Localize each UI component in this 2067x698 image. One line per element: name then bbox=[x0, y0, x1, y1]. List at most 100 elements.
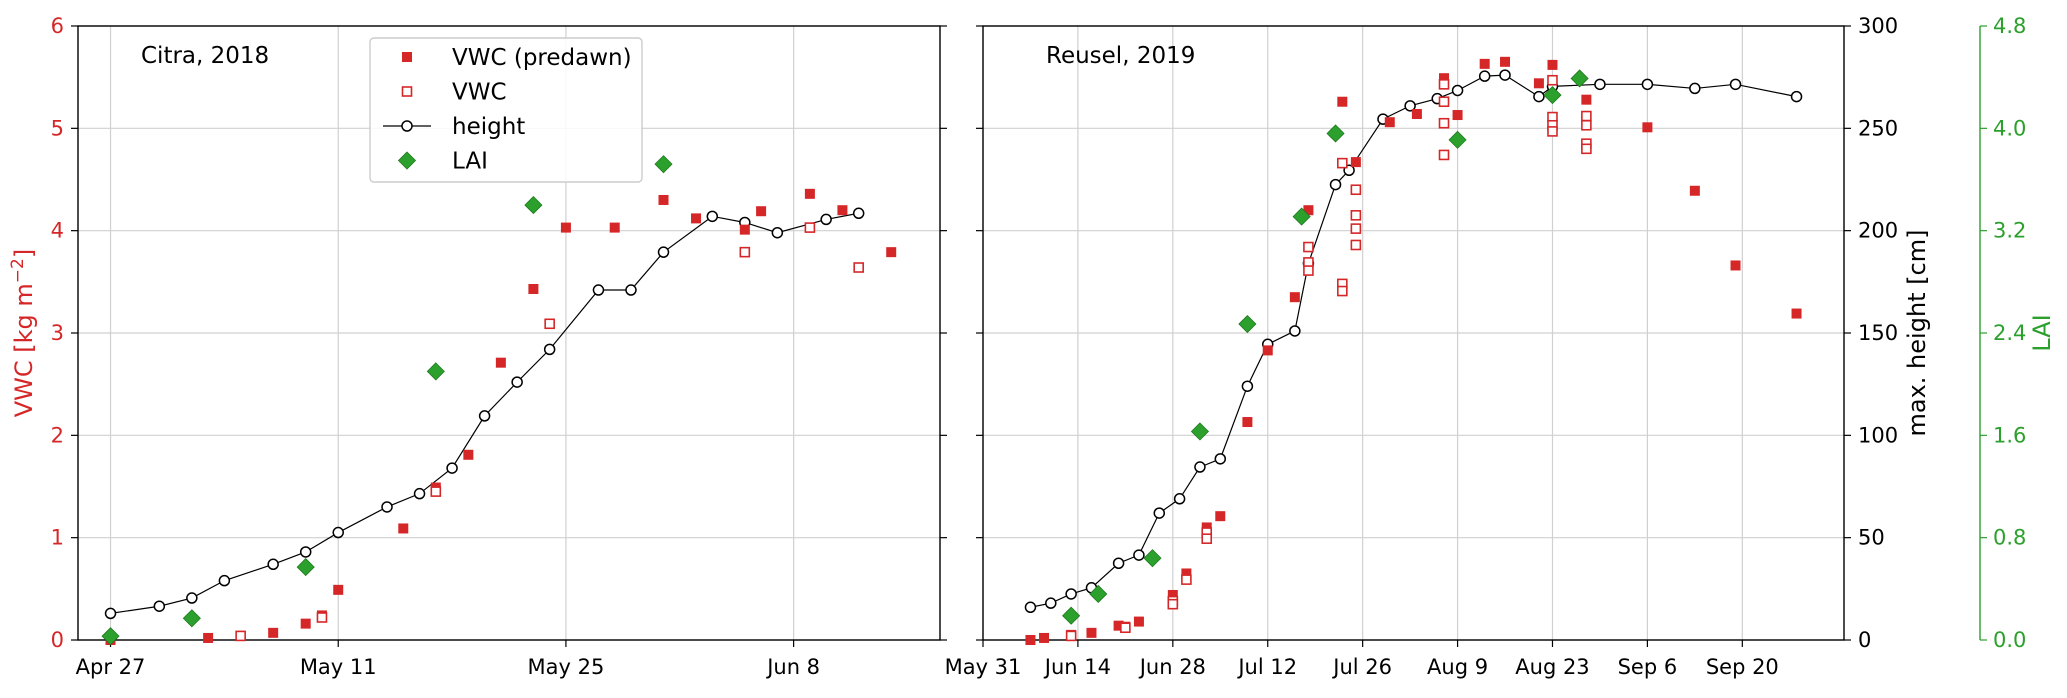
vwc-predawn-point bbox=[1479, 58, 1490, 69]
legend-label: VWC bbox=[452, 80, 507, 106]
height-point bbox=[1214, 453, 1227, 465]
lai-point bbox=[1570, 69, 1589, 88]
height-point bbox=[446, 462, 458, 474]
vwc-point bbox=[1350, 184, 1362, 196]
vwc-predawn-point bbox=[333, 584, 344, 595]
height-point bbox=[1241, 380, 1254, 392]
vwc-point bbox=[1337, 285, 1348, 297]
height-point bbox=[218, 574, 231, 587]
lai-tick-label: 4.8 bbox=[1993, 14, 2026, 38]
vwc-predawn-point bbox=[837, 205, 848, 216]
height-point bbox=[186, 592, 198, 604]
lai-point bbox=[426, 362, 445, 381]
vwc-point bbox=[804, 222, 816, 233]
vwc-predawn-point bbox=[1039, 632, 1050, 643]
height-tick-label: 250 bbox=[1858, 116, 1898, 140]
vwc-predawn-point bbox=[1452, 110, 1463, 121]
lai-tick-label: 0.0 bbox=[1993, 628, 2026, 652]
vwc-point bbox=[1438, 79, 1450, 90]
vwc-predawn-point bbox=[691, 213, 702, 224]
lai-point bbox=[101, 627, 120, 646]
vwc-predawn-point bbox=[1411, 109, 1422, 120]
vwc-predawn-point bbox=[756, 206, 767, 217]
height-point bbox=[1790, 90, 1803, 103]
vwc-predawn-point bbox=[1289, 292, 1300, 303]
height-point bbox=[592, 284, 605, 296]
height-point bbox=[153, 600, 166, 612]
vwc-predawn-point bbox=[1086, 627, 1097, 638]
vwc-point bbox=[1120, 622, 1131, 634]
vwc-predawn-point bbox=[1337, 96, 1348, 107]
height-point bbox=[1329, 178, 1342, 191]
vwc-predawn-point bbox=[1439, 73, 1450, 84]
x-tick-label: May 31 bbox=[945, 655, 1022, 679]
height-point bbox=[511, 376, 523, 388]
vwc-predawn-point bbox=[300, 618, 311, 629]
vwc-point bbox=[1337, 157, 1348, 169]
y-tick-label: 2 bbox=[51, 423, 64, 447]
lai-tick-label: 0.8 bbox=[1993, 526, 2026, 550]
height-tick-label: 50 bbox=[1858, 526, 1885, 550]
vwc-point bbox=[1201, 533, 1213, 544]
series-height bbox=[104, 207, 865, 620]
y-tick-label: 6 bbox=[51, 14, 64, 38]
vwc-predawn-point bbox=[1167, 589, 1178, 600]
height-point bbox=[1729, 78, 1742, 91]
vwc-predawn-point bbox=[1025, 635, 1036, 645]
x-axis: Apr 27 May 11 May 25 Jun 8 bbox=[76, 640, 820, 679]
x-tick-label: May 11 bbox=[300, 655, 377, 679]
lai-tick-label: 4.0 bbox=[1993, 116, 2026, 140]
vwc-predawn-point bbox=[1547, 59, 1558, 70]
height-point bbox=[1533, 90, 1545, 103]
vwc-predawn-point bbox=[1262, 345, 1273, 356]
vwc-predawn-point bbox=[1133, 616, 1144, 627]
panel-reusel: May 31 Jun 14 Jun 28 Jul 12 Jul 26 Aug 9 Aug 2… bbox=[945, 14, 2056, 679]
height-point bbox=[413, 487, 426, 500]
x-axis: May 31 Jun 14 Jun 28 Jul 12 Jul 26 Aug 9 Aug 2… bbox=[945, 640, 1779, 679]
height-point bbox=[1024, 601, 1037, 614]
height-point bbox=[1065, 588, 1077, 600]
height-point bbox=[771, 226, 784, 239]
vwc-point bbox=[1547, 126, 1558, 137]
vwc-point bbox=[1303, 265, 1314, 276]
plot-frame bbox=[982, 25, 1845, 641]
y-tick-label: 4 bbox=[51, 219, 64, 243]
lai-point bbox=[1089, 584, 1108, 604]
vwc-predawn-point bbox=[1500, 56, 1511, 67]
vwc-point bbox=[853, 262, 864, 273]
legend-label: height bbox=[452, 114, 525, 140]
series-lai bbox=[1062, 69, 1589, 625]
vwc-predawn-point bbox=[658, 194, 669, 205]
lai-axis-label: LAI bbox=[2028, 314, 2056, 351]
height-point bbox=[1045, 597, 1057, 609]
y-axis-label-superscript: −2 bbox=[8, 258, 28, 283]
height-point bbox=[1641, 78, 1654, 91]
height-point bbox=[852, 207, 865, 220]
lai-point bbox=[524, 196, 543, 215]
height-line bbox=[1030, 74, 1797, 608]
series-height bbox=[1024, 69, 1803, 614]
lai-point bbox=[1143, 549, 1162, 568]
x-tick-label: Jun 28 bbox=[1138, 655, 1206, 679]
vwc-predawn-point bbox=[495, 357, 506, 368]
height-point bbox=[625, 284, 637, 296]
lai-point bbox=[1292, 207, 1311, 226]
series-vwc bbox=[1065, 74, 1592, 642]
vwc-point bbox=[1438, 96, 1450, 108]
legend-label: LAI bbox=[452, 149, 488, 175]
lai-point bbox=[1326, 124, 1345, 143]
vwc-predawn-point bbox=[1791, 308, 1802, 319]
x-tick-label: Jul 26 bbox=[1331, 655, 1392, 679]
x-tick-label: Jun 14 bbox=[1043, 655, 1111, 679]
vwc-predawn-point bbox=[398, 523, 409, 534]
height-axis-label: max. height [cm] bbox=[1903, 230, 1931, 437]
y-axis-label: VWC [kg m−2] bbox=[8, 249, 38, 417]
lai-point bbox=[654, 155, 673, 174]
vwc-predawn-point bbox=[268, 627, 279, 638]
height-tick-label: 0 bbox=[1858, 628, 1871, 652]
vwc-point bbox=[316, 612, 328, 623]
y-tick-label: 1 bbox=[51, 526, 64, 550]
y-axis-label-end: ] bbox=[10, 249, 38, 258]
height-point bbox=[1289, 325, 1301, 337]
